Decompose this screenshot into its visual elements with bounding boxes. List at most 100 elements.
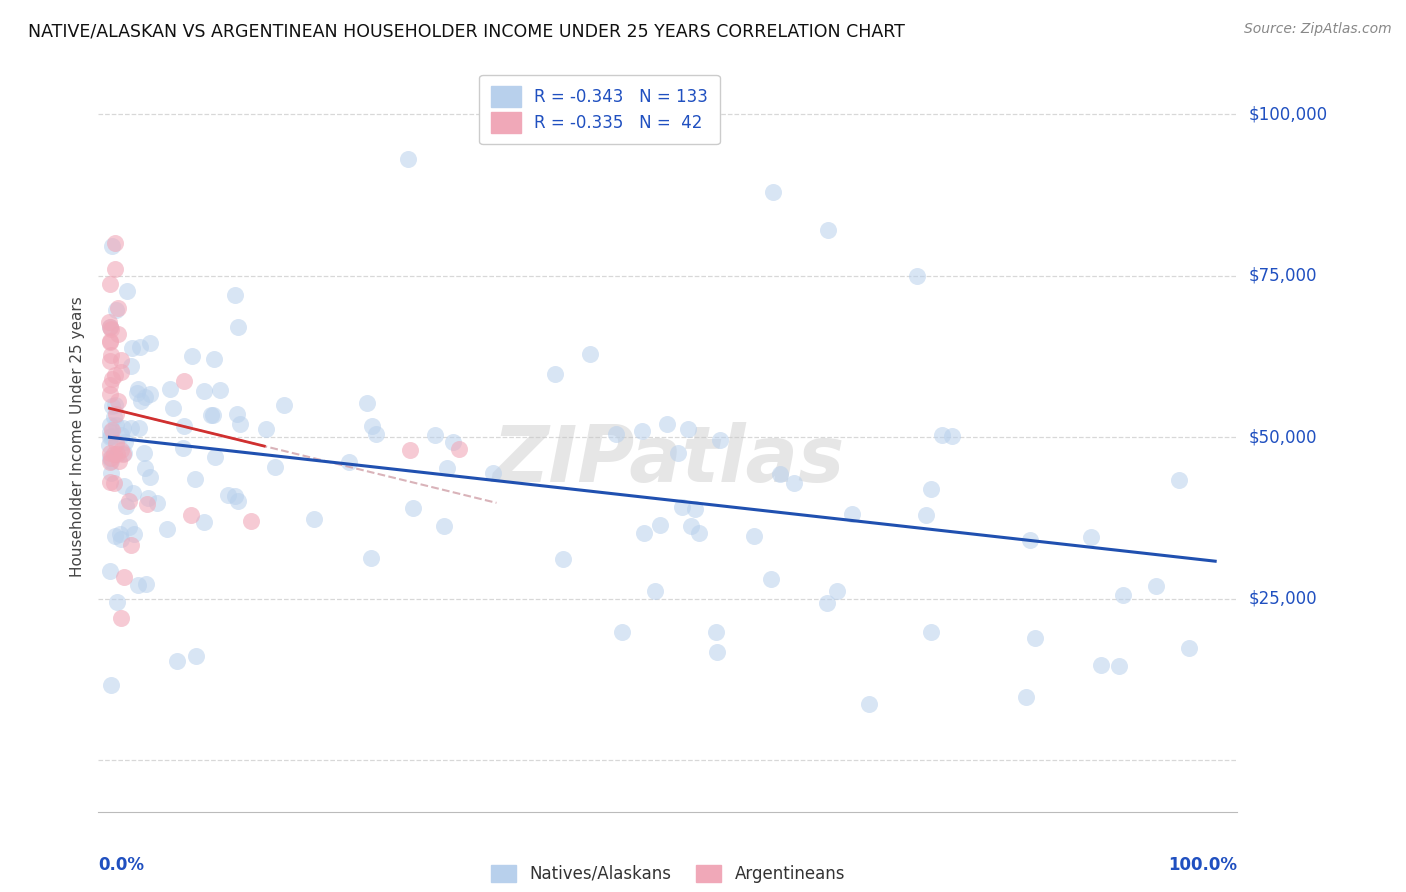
Point [122,526,145,541]
Point [217,488,239,502]
Point [101,399,124,413]
Point [103,410,125,425]
Point [98,277,121,291]
Text: ZIPatlas: ZIPatlas [492,422,844,498]
Point [679,519,702,533]
Point [134,460,156,475]
Point [104,529,127,543]
Point [138,491,160,505]
Point [688,526,710,541]
Point [110,611,132,625]
Point [104,417,127,432]
Point [112,446,135,460]
Y-axis label: Householder Income Under 25 years: Householder Income Under 25 years [70,297,86,577]
Point [356,396,378,410]
Point [173,374,195,388]
Point [612,624,634,639]
Point [225,407,247,421]
Point [202,351,225,366]
Point [657,417,679,431]
Point [117,493,139,508]
Point [709,434,731,448]
Point [762,185,785,199]
Point [125,386,148,401]
Point [914,508,936,522]
Point [139,387,162,401]
Point [100,321,122,335]
Point [1018,533,1040,547]
Point [202,408,225,422]
Point [98,430,121,444]
Point [134,391,156,405]
Point [98,451,121,466]
Point [1108,658,1130,673]
Point [98,387,121,401]
Point [240,514,263,528]
Point [180,508,202,522]
Text: 0.0%: 0.0% [98,856,145,874]
Point [364,427,387,442]
Point [858,697,880,711]
Point [920,624,942,639]
Point [100,454,122,468]
Point [605,427,627,442]
Point [644,584,666,599]
Point [817,223,839,237]
Point [162,401,184,415]
Point [128,340,150,354]
Point [104,398,127,412]
Point [98,425,121,439]
Point [447,442,470,456]
Point [100,466,122,480]
Point [1080,530,1102,544]
Point [685,501,707,516]
Point [209,383,232,397]
Point [127,383,149,397]
Point [100,678,122,692]
Point [1144,579,1167,593]
Point [396,153,419,167]
Point [172,441,194,455]
Point [579,347,602,361]
Point [671,500,693,514]
Point [100,450,122,465]
Point [360,418,382,433]
Text: 100.0%: 100.0% [1168,856,1237,874]
Point [110,526,132,541]
Point [156,522,179,536]
Text: $25,000: $25,000 [1249,590,1317,607]
Point [423,427,446,442]
Point [783,475,806,490]
Point [433,519,456,533]
Point [1112,588,1135,602]
Point [441,434,464,449]
Point [122,485,145,500]
Point [759,572,782,586]
Point [553,551,575,566]
Point [825,584,848,599]
Point [841,507,863,521]
Point [107,326,129,341]
Point [402,501,425,516]
Point [104,368,127,382]
Point [360,550,382,565]
Point [631,424,654,438]
Point [100,429,122,443]
Point [117,520,139,534]
Point [98,475,121,489]
Legend: Natives/Alaskans, Argentineans: Natives/Alaskans, Argentineans [484,858,852,889]
Point [273,398,295,412]
Text: $100,000: $100,000 [1249,105,1327,123]
Point [98,334,121,349]
Point [184,472,207,486]
Point [676,422,699,436]
Point [120,421,142,435]
Point [115,500,138,514]
Point [742,529,765,543]
Point [121,341,143,355]
Point [98,377,121,392]
Point [98,437,121,451]
Point [135,576,157,591]
Point [98,315,121,329]
Point [184,648,207,663]
